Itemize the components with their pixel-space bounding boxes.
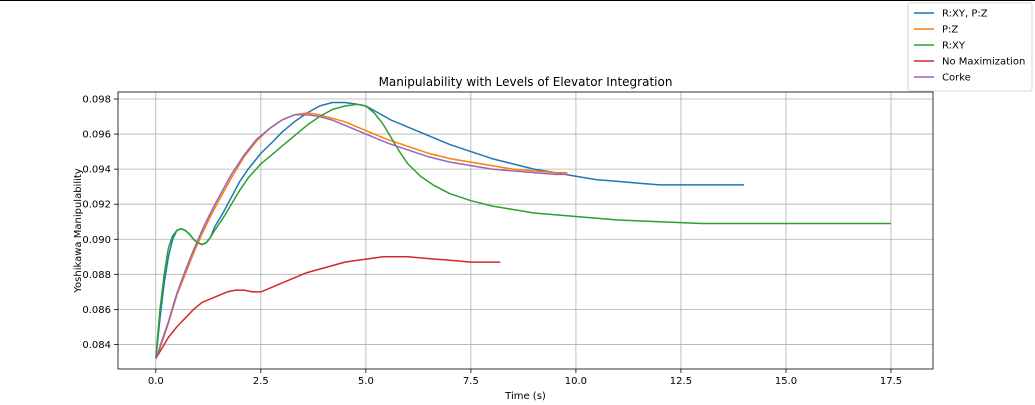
x-tick-label: 2.5 xyxy=(253,376,269,387)
series-line-no-maximization xyxy=(155,256,501,359)
x-tick-label: 5.0 xyxy=(358,376,374,387)
x-tick-label: 17.5 xyxy=(880,376,902,387)
y-axis: 0.084 0.086 0.088 0.090 0.092 0.094 0.096 0.098 xyxy=(82,95,118,351)
series-line-r-xy xyxy=(155,103,891,359)
y-axis-title: Yoshikawa Manipulability xyxy=(73,168,84,294)
grid xyxy=(118,92,933,369)
y-tick-label: 0.098 xyxy=(82,95,111,106)
series-line-r-xy-p-z xyxy=(155,101,744,359)
legend-label-p-z: P:Z xyxy=(942,25,958,36)
legend: R:XY, P:Z P:Z R:XY No Maximization Corke xyxy=(907,2,1033,92)
y-tick-label: 0.096 xyxy=(82,130,111,141)
y-tick-label: 0.092 xyxy=(82,200,111,211)
legend-label-r-xy-p-z: R:XY, P:Z xyxy=(942,9,988,20)
legend-label-corke: Corke xyxy=(942,73,971,84)
x-axis: 0.0 2.5 5.0 7.5 10.0 12.5 15.0 17.5 xyxy=(148,369,902,387)
x-tick-label: 7.5 xyxy=(463,376,479,387)
series-layer xyxy=(155,101,891,359)
y-tick-label: 0.090 xyxy=(82,235,111,246)
x-tick-label: 15.0 xyxy=(775,376,797,387)
x-tick-label: 10.0 xyxy=(565,376,587,387)
series-line-corke xyxy=(155,114,568,359)
y-tick-label: 0.088 xyxy=(82,270,111,281)
x-axis-title: Time (s) xyxy=(504,391,546,402)
chart-title: Manipulability with Levels of Elevator I… xyxy=(379,75,673,89)
legend-label-r-xy: R:XY xyxy=(942,41,966,52)
x-tick-label: 12.5 xyxy=(670,376,692,387)
series-line-p-z xyxy=(155,112,568,359)
plot-frame xyxy=(117,91,934,370)
y-tick-label: 0.084 xyxy=(82,340,111,351)
legend-label-no-maximization: No Maximization xyxy=(942,57,1025,68)
y-tick-label: 0.094 xyxy=(82,165,111,176)
legend-box xyxy=(907,2,1033,92)
y-tick-label: 0.086 xyxy=(82,305,111,316)
top-border-line xyxy=(0,0,1035,1)
x-tick-label: 0.0 xyxy=(148,376,164,387)
